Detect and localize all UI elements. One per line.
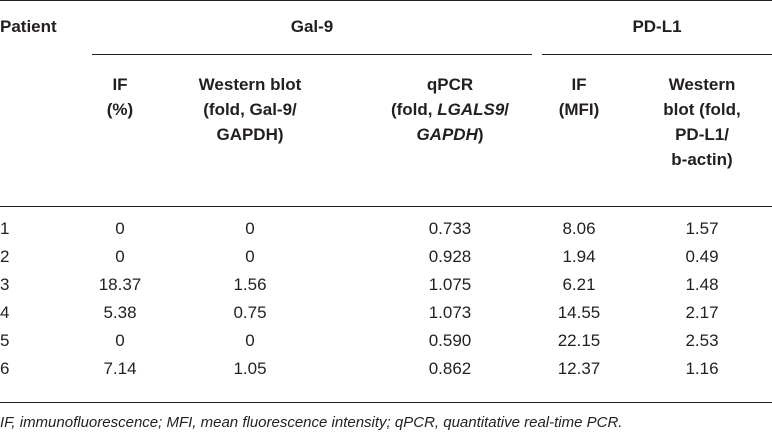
table-bottom-rule bbox=[0, 402, 772, 403]
header-pdl1: PD-L1 bbox=[632, 17, 682, 36]
cell-patient: 3 bbox=[0, 275, 10, 294]
cell-pdl1-wb: 1.48 bbox=[685, 275, 719, 294]
header-bottom-rule bbox=[0, 206, 772, 207]
header-pdl1-if-line2: (MFI) bbox=[558, 100, 600, 119]
cell-patient: 2 bbox=[0, 247, 10, 266]
cell-gal9-qpcr: 0.928 bbox=[428, 247, 472, 266]
header-qpcr-line2-post: / bbox=[504, 100, 510, 119]
header-pdl1-if-line1: IF bbox=[571, 75, 587, 94]
cell-patient: 6 bbox=[0, 359, 10, 378]
cell-pdl1-wb: 2.17 bbox=[685, 303, 719, 322]
header-gal9-if-line2: (%) bbox=[106, 100, 134, 119]
cell-pdl1-if: 8.06 bbox=[562, 219, 596, 238]
cell-pdl1-wb: 2.53 bbox=[685, 331, 719, 350]
header-gal9-wb-line3: GAPDH) bbox=[216, 125, 284, 144]
header-patient: Patient bbox=[0, 17, 57, 36]
table-footnote: IF, immunofluorescence; MFI, mean fluore… bbox=[0, 414, 623, 431]
cell-gal9-if: 7.14 bbox=[103, 359, 137, 378]
cell-pdl1-if: 1.94 bbox=[562, 247, 596, 266]
header-pdl1-wb-line2: blot (fold, bbox=[663, 100, 741, 119]
cell-pdl1-if: 14.55 bbox=[557, 303, 601, 322]
cell-gal9-qpcr: 1.073 bbox=[428, 303, 472, 322]
header-qpcr-line1: qPCR bbox=[426, 75, 474, 94]
header-qpcr-reference-gene: GAPDH bbox=[416, 125, 478, 144]
top-rule bbox=[0, 0, 772, 1]
cell-pdl1-if: 12.37 bbox=[557, 359, 601, 378]
cell-patient: 4 bbox=[0, 303, 10, 322]
header-gal9: Gal-9 bbox=[290, 17, 334, 36]
header-pdl1-wb-line3: PD-L1/ bbox=[675, 125, 729, 144]
cell-gal9-wb: 0 bbox=[245, 219, 255, 238]
cell-gal9-qpcr: 0.733 bbox=[428, 219, 472, 238]
header-gal9-wb-line1: Western blot bbox=[198, 75, 302, 94]
cell-gal9-qpcr: 0.590 bbox=[428, 331, 472, 350]
cell-patient: 5 bbox=[0, 331, 10, 350]
cell-gal9-if: 0 bbox=[115, 247, 125, 266]
cell-gal9-wb: 0.75 bbox=[233, 303, 267, 322]
cell-gal9-wb: 0 bbox=[245, 331, 255, 350]
cell-pdl1-wb: 1.57 bbox=[685, 219, 719, 238]
header-gal9-wb-line2: (fold, Gal-9/ bbox=[203, 100, 297, 119]
header-qpcr-line2: (fold, LGALS9/ bbox=[350, 97, 550, 122]
cell-gal9-if: 18.37 bbox=[98, 275, 142, 294]
cell-gal9-if: 0 bbox=[115, 219, 125, 238]
header-qpcr-line2-pre: (fold, bbox=[390, 100, 438, 119]
cell-pdl1-if: 6.21 bbox=[562, 275, 596, 294]
cell-pdl1-wb: 0.49 bbox=[685, 247, 719, 266]
cell-gal9-wb: 1.56 bbox=[233, 275, 267, 294]
header-qpcr-line3-post: ) bbox=[477, 125, 484, 144]
header-qpcr-gene-name: LGALS9 bbox=[437, 100, 505, 119]
cell-pdl1-wb: 1.16 bbox=[685, 359, 719, 378]
gal9-group-rule bbox=[92, 54, 532, 55]
cell-gal9-if: 5.38 bbox=[103, 303, 137, 322]
cell-gal9-qpcr: 1.075 bbox=[428, 275, 472, 294]
cell-pdl1-if: 22.15 bbox=[557, 331, 601, 350]
cell-gal9-wb: 1.05 bbox=[233, 359, 267, 378]
header-qpcr-line3: GAPDH) bbox=[350, 122, 550, 147]
header-pdl1-wb-line4: b-actin) bbox=[671, 150, 733, 169]
cell-gal9-wb: 0 bbox=[245, 247, 255, 266]
pdl1-group-rule bbox=[542, 54, 772, 55]
header-gal9-if-line1: IF bbox=[112, 75, 128, 94]
cell-gal9-qpcr: 0.862 bbox=[428, 359, 472, 378]
header-pdl1-wb-line1: Western bbox=[668, 75, 736, 94]
cell-gal9-if: 0 bbox=[115, 331, 125, 350]
cell-patient: 1 bbox=[0, 219, 10, 238]
